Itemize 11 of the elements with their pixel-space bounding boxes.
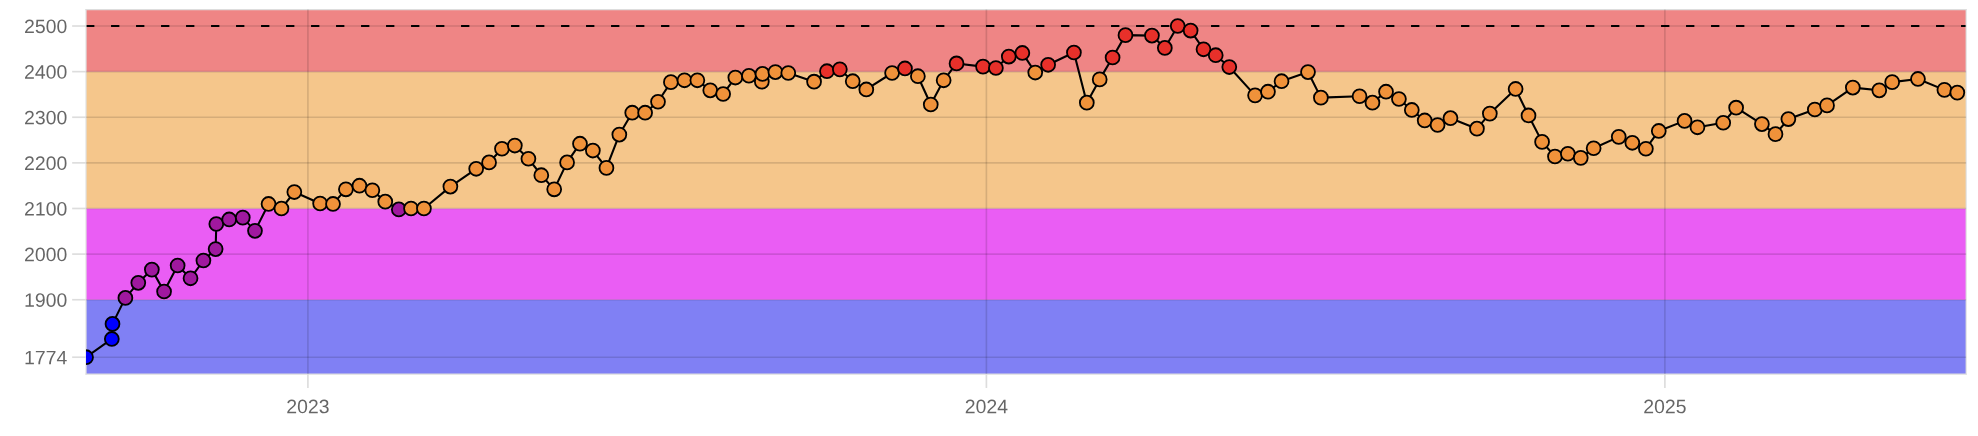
y-tick-label: 2000 bbox=[25, 247, 67, 262]
x-tick-label: 2024 bbox=[965, 399, 1008, 414]
y-tick-label: 2400 bbox=[25, 65, 67, 79]
y-tick-label: 2300 bbox=[25, 110, 67, 125]
x-tick-label: 2025 bbox=[1644, 399, 1686, 414]
y-tick-label: 1900 bbox=[25, 293, 67, 307]
x-tick-label: 2023 bbox=[287, 399, 329, 414]
y-tick-label: 1774 bbox=[25, 350, 67, 365]
y-tick-label: 2200 bbox=[25, 156, 67, 171]
y-tick-label: 2100 bbox=[25, 201, 67, 216]
y-tick-label: 2500 bbox=[25, 19, 67, 34]
